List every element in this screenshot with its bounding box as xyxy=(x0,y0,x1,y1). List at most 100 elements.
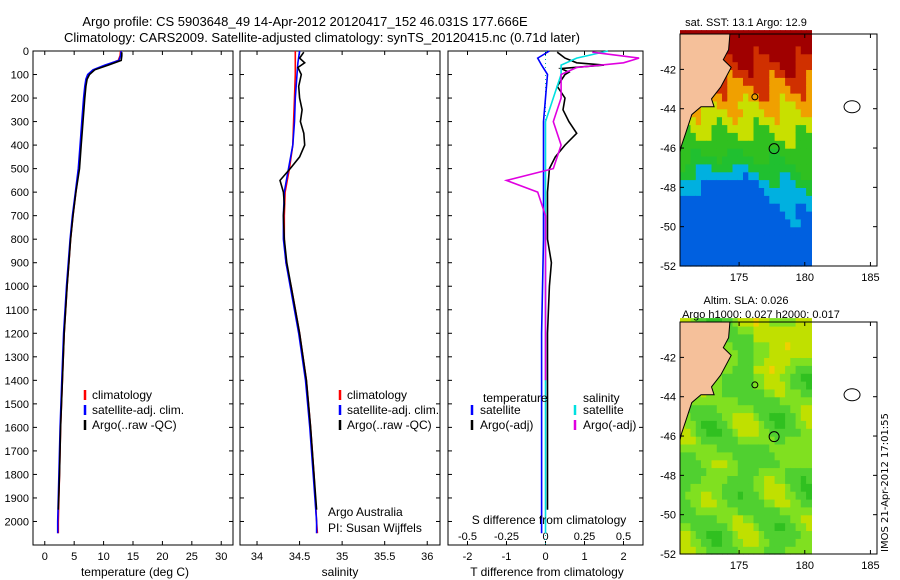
map-cell xyxy=(806,187,812,196)
map-cell xyxy=(727,61,734,70)
y-tick-label: 300 xyxy=(11,117,29,129)
map-cell xyxy=(800,100,807,110)
map-cell xyxy=(785,514,791,524)
map-cell xyxy=(732,108,739,118)
map-cell xyxy=(764,428,770,437)
map-cell xyxy=(743,365,749,374)
map-cell xyxy=(701,546,707,555)
map-cell xyxy=(743,443,749,453)
map-cell xyxy=(706,155,713,165)
map-cell xyxy=(800,522,807,531)
map-cell xyxy=(722,163,728,173)
map-cell xyxy=(743,77,749,86)
map-cell xyxy=(680,203,686,212)
map-cell xyxy=(774,45,781,55)
map-cell xyxy=(743,467,749,476)
map-cell xyxy=(800,203,807,212)
map-cell xyxy=(680,171,686,181)
map-cell xyxy=(779,258,786,267)
y-tick-label: 0 xyxy=(23,46,29,58)
map-cell xyxy=(779,242,786,251)
y-tick-label: 100 xyxy=(11,70,29,82)
map-cell xyxy=(716,475,723,484)
map-cell xyxy=(716,203,723,212)
map-cell xyxy=(716,404,723,414)
map-cell xyxy=(785,218,791,228)
legend-title-temperature: temperature xyxy=(483,391,548,405)
legend-label: climatology xyxy=(92,388,152,402)
map-cell xyxy=(753,85,760,94)
map-cell xyxy=(764,325,770,335)
map-cell xyxy=(806,179,812,188)
map-cell xyxy=(716,140,723,149)
map-cell xyxy=(769,195,776,204)
map-cell xyxy=(711,381,718,390)
map-cell xyxy=(737,546,744,555)
map-cell xyxy=(711,171,718,181)
map-cell xyxy=(774,420,781,429)
map-cell xyxy=(779,210,786,220)
map-cell xyxy=(711,412,718,421)
map-cell xyxy=(695,258,702,267)
map-cell xyxy=(680,210,686,220)
map-cell xyxy=(774,226,781,236)
map-cell xyxy=(779,341,786,351)
y-tick-label: 1700 xyxy=(5,446,29,458)
map-cell xyxy=(795,388,802,398)
y-tick-label: -44 xyxy=(660,392,676,404)
map-cell xyxy=(737,475,744,484)
map-cell xyxy=(690,451,697,461)
map-cell xyxy=(722,396,728,406)
map-cell xyxy=(690,530,697,539)
map-cell xyxy=(795,443,802,453)
map-cell xyxy=(758,538,765,547)
map-cell xyxy=(790,451,797,461)
map-cell xyxy=(764,443,770,453)
map-cell xyxy=(748,333,755,343)
map-cell xyxy=(795,530,802,539)
map-cell xyxy=(711,483,718,492)
map-cell xyxy=(753,195,760,204)
map-cell xyxy=(685,451,692,461)
map-cell xyxy=(690,546,697,555)
map-cell xyxy=(732,373,739,382)
map-cell xyxy=(690,155,697,165)
map-cell xyxy=(764,85,770,94)
map-cell xyxy=(790,234,797,243)
map-cell xyxy=(753,467,760,476)
map-cell xyxy=(785,234,791,243)
y-tick-label: -52 xyxy=(660,261,676,273)
map-cell xyxy=(722,100,728,110)
map-cell xyxy=(774,124,781,133)
map-cell xyxy=(711,546,718,555)
map-cell xyxy=(764,459,770,469)
map-cell xyxy=(806,37,812,47)
map-cell xyxy=(758,325,765,335)
map-cell xyxy=(806,140,812,149)
map-cell xyxy=(758,475,765,484)
map-cell xyxy=(753,373,760,382)
map-cell xyxy=(727,443,734,453)
map-cell xyxy=(701,250,707,259)
map-cell xyxy=(806,163,812,173)
map-cell xyxy=(769,116,776,126)
map-cell xyxy=(711,443,718,453)
map-cell xyxy=(706,250,713,259)
map-cell xyxy=(785,77,791,86)
map-cell xyxy=(737,187,744,196)
x-tick-label: 15 xyxy=(127,551,139,563)
map-cell xyxy=(774,187,781,196)
map-cell xyxy=(706,187,713,196)
map-cell xyxy=(748,203,755,212)
map-cell xyxy=(758,514,765,524)
map-cell xyxy=(732,396,739,406)
map-cell xyxy=(790,396,797,406)
legend-label: satellite xyxy=(480,403,521,417)
map-cell xyxy=(806,258,812,267)
map-cell xyxy=(779,506,786,516)
map-cell xyxy=(695,187,702,196)
map-cell xyxy=(706,451,713,461)
map-cell xyxy=(685,436,692,445)
map-cell xyxy=(790,258,797,267)
map-cell xyxy=(795,381,802,390)
